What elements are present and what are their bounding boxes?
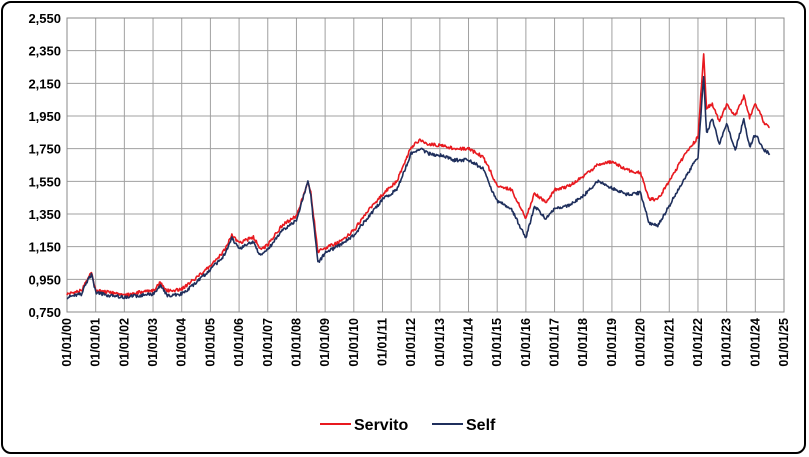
y-axis-labels: 0,750 0,950 1,150 1,350 1,550 1,750 1,950 2,150… xyxy=(28,11,61,320)
x-tick-label: 01/01/00 xyxy=(60,318,74,367)
x-tick-label: 01/01/18 xyxy=(576,318,590,367)
grid xyxy=(66,17,785,313)
x-tick-label: 01/01/22 xyxy=(691,318,705,367)
x-tick-label: 01/01/14 xyxy=(462,318,476,367)
y-tick-label: 1,950 xyxy=(28,109,61,124)
x-tick-label: 01/01/17 xyxy=(548,318,562,367)
x-tick-label: 01/01/10 xyxy=(347,318,361,367)
plot-area xyxy=(66,17,785,313)
x-tick-label: 01/01/23 xyxy=(720,318,734,367)
series-lines xyxy=(66,53,771,300)
series-line-self xyxy=(66,75,771,300)
x-tick-label: 01/01/08 xyxy=(289,318,303,367)
x-tick-label: 01/01/13 xyxy=(433,318,447,367)
y-tick-label: 2,350 xyxy=(28,44,61,59)
x-tick-label: 01/01/25 xyxy=(777,318,791,367)
x-tick-label: 01/01/07 xyxy=(261,318,275,367)
y-tick-label: 0,750 xyxy=(28,305,61,320)
legend-label-servito: Servito xyxy=(354,417,408,434)
y-tick-label: 1,350 xyxy=(28,207,61,222)
x-tick-label: 01/01/20 xyxy=(634,318,648,367)
y-tick-label: 2,550 xyxy=(28,11,61,26)
x-tick-label: 01/01/02 xyxy=(117,318,131,367)
y-tick-label: 0,950 xyxy=(28,272,61,287)
x-tick-label: 01/01/16 xyxy=(519,318,533,367)
y-tick-label: 1,550 xyxy=(28,174,61,189)
y-tick-label: 1,750 xyxy=(28,142,61,157)
x-tick-label: 01/01/06 xyxy=(232,318,246,367)
legend-label-self: Self xyxy=(466,417,496,434)
y-tick-label: 1,150 xyxy=(28,240,61,255)
x-tick-label: 01/01/09 xyxy=(318,318,332,367)
x-tick-label: 01/01/24 xyxy=(748,318,762,367)
x-tick-label: 01/01/21 xyxy=(662,318,676,367)
x-tick-label: 01/01/12 xyxy=(404,318,418,367)
x-tick-label: 01/01/11 xyxy=(375,318,389,366)
series-line-servito xyxy=(66,53,770,298)
y-tick-label: 2,150 xyxy=(28,76,61,91)
x-tick-label: 01/01/04 xyxy=(175,318,189,367)
x-tick-label: 01/01/15 xyxy=(490,318,504,367)
x-tick-label: 01/01/01 xyxy=(89,318,103,367)
x-tick-label: 01/01/05 xyxy=(203,318,217,367)
x-tick-label: 01/01/03 xyxy=(146,318,160,367)
legend: Servito Self xyxy=(320,417,496,434)
x-axis-labels: 01/01/00 01/01/01 01/01/02 01/01/03 01/01/04… xyxy=(60,318,791,367)
x-tick-label: 01/01/19 xyxy=(605,318,619,367)
